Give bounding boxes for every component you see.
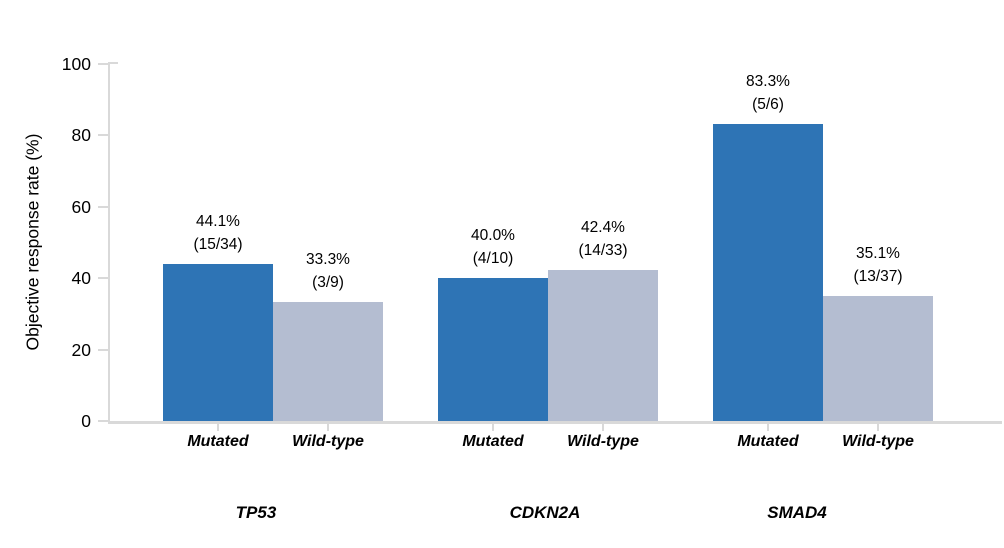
y-tick-mark xyxy=(98,420,108,422)
x-axis-line xyxy=(108,421,1002,424)
gene-label-tp53: TP53 xyxy=(235,503,277,522)
y-tick-mark xyxy=(98,63,108,65)
category-label-wild-type: Wild-type xyxy=(567,433,639,450)
y-tick-label: 40 xyxy=(71,268,91,289)
value-fraction: (14/33) xyxy=(578,241,628,259)
category-label-mutated: Mutated xyxy=(187,433,249,450)
y-tick-label: 80 xyxy=(71,125,91,146)
x-tick-mark xyxy=(217,424,219,431)
bar-smad4-wild-type xyxy=(823,295,933,421)
y-axis-line xyxy=(108,62,110,423)
gene-label-cdkn2a: CDKN2A xyxy=(509,503,581,522)
value-percent: 44.1% xyxy=(196,212,240,230)
category-label-mutated: Mutated xyxy=(737,433,799,450)
bar-value-label: 40.0% (4/10) xyxy=(418,224,568,270)
gene-label-smad4: SMAD4 xyxy=(767,503,827,522)
bar-value-label: 42.4% (14/33) xyxy=(528,216,678,262)
bar-cdkn2a-mutated xyxy=(438,278,548,421)
x-tick-mark xyxy=(492,424,494,431)
bar-value-label: 33.3% (3/9) xyxy=(253,248,403,294)
bar-value-label: 44.1% (15/34) xyxy=(143,210,293,256)
y-tick-mark xyxy=(98,205,108,208)
value-percent: 35.1% xyxy=(856,244,900,262)
y-tick-mark xyxy=(98,134,108,137)
value-percent: 83.3% xyxy=(746,72,790,90)
y-tick-label: 100 xyxy=(61,54,91,74)
x-tick-mark xyxy=(327,424,329,431)
category-label-wild-type: Wild-type xyxy=(292,433,364,450)
bar-tp53-mutated xyxy=(163,263,273,421)
value-fraction: (4/10) xyxy=(472,250,514,268)
category-label-wild-type: Wild-type xyxy=(842,433,914,450)
bar-smad4-mutated xyxy=(713,123,823,421)
bar-value-label: 35.1% (13/37) xyxy=(803,242,953,288)
category-label-mutated: Mutated xyxy=(462,433,524,450)
y-tick-label: 0 xyxy=(81,411,91,431)
y-tick-mark xyxy=(98,277,108,280)
plot-area: 0 20 40 60 80 100 44.1% (15/34) 33.3% (3/9) 40.0%… xyxy=(62,54,1002,522)
value-fraction: (5/6) xyxy=(752,95,784,113)
y-axis-title: Objective response rate (%) xyxy=(22,133,43,351)
value-percent: 33.3% xyxy=(306,251,350,269)
value-percent: 40.0% xyxy=(471,227,515,245)
y-tick-label: 60 xyxy=(71,196,91,217)
value-fraction: (13/37) xyxy=(853,267,903,285)
bar-tp53-wild-type xyxy=(273,302,383,421)
x-tick-mark xyxy=(767,424,769,431)
y-axis-top-cap xyxy=(108,62,118,64)
value-fraction: (15/34) xyxy=(193,235,243,253)
bar-value-label: 83.3% (5/6) xyxy=(693,70,843,116)
x-tick-mark xyxy=(602,424,604,431)
value-fraction: (3/9) xyxy=(312,274,344,292)
x-tick-mark xyxy=(877,424,879,431)
bar-cdkn2a-wild-type xyxy=(548,269,658,421)
y-tick-label: 20 xyxy=(71,339,91,360)
value-percent: 42.4% xyxy=(581,218,625,236)
y-tick-mark xyxy=(98,348,108,351)
